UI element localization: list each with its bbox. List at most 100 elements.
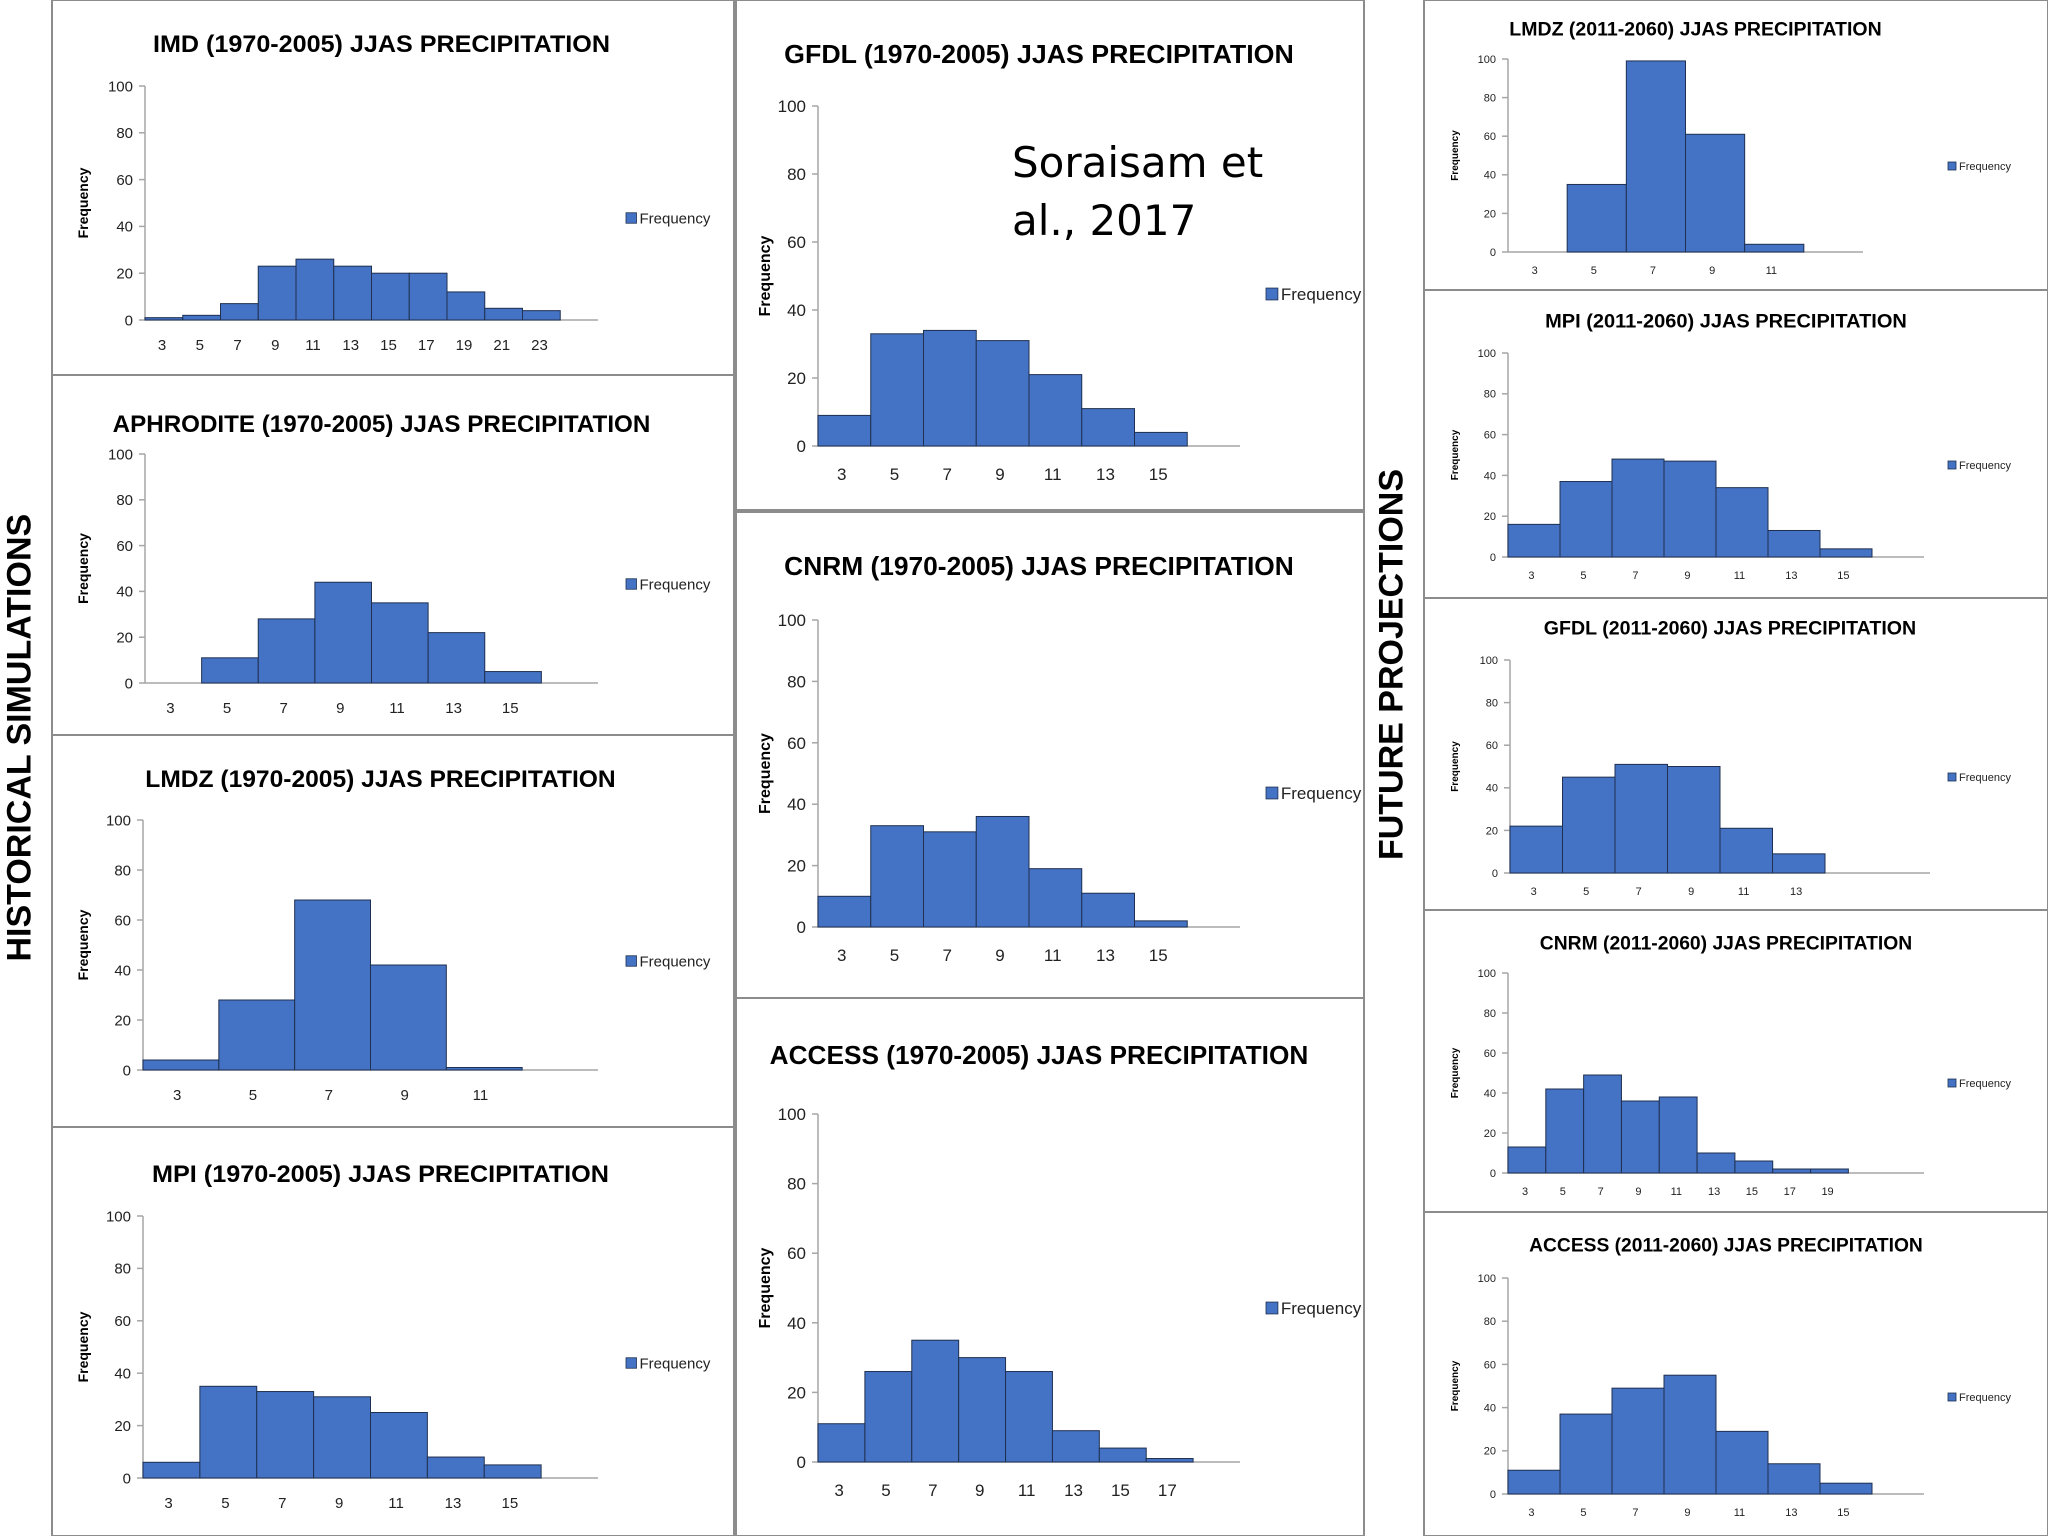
chart-title: ACCESS (1970-2005) JJAS PRECIPITATION [770, 1040, 1309, 1070]
y-axis-label: Frequency [1450, 741, 1461, 792]
y-tick-label: 100 [106, 812, 131, 829]
bar [1611, 1387, 1665, 1495]
bar [1028, 374, 1083, 447]
y-axis-label: Frequency [757, 235, 774, 316]
bar [1545, 1088, 1585, 1174]
bar [371, 272, 410, 321]
y-tick-label: 20 [114, 1012, 131, 1029]
x-tick-label: 9 [1684, 1507, 1690, 1519]
bar [1819, 1482, 1873, 1495]
y-tick-label: 40 [114, 962, 131, 979]
y-tick-label: 100 [1478, 348, 1496, 360]
y-tick-label: 60 [787, 734, 806, 753]
y-tick-label: 80 [1484, 1008, 1496, 1020]
x-tick-label: 13 [1708, 1186, 1720, 1198]
y-axis-label: Frequency [1450, 130, 1461, 181]
y-tick-label: 0 [797, 437, 806, 456]
legend-swatch [1947, 460, 1957, 470]
x-tick-label: 3 [1528, 1507, 1534, 1519]
bar [923, 831, 977, 928]
y-tick-label: 80 [787, 672, 806, 691]
x-tick-label: 19 [456, 337, 473, 354]
legend-swatch [625, 1357, 637, 1369]
x-tick-label: 7 [278, 1495, 286, 1512]
y-tick-label: 80 [114, 1261, 131, 1278]
bar [958, 1357, 1007, 1463]
bar [1562, 776, 1616, 874]
bar [1620, 1100, 1660, 1174]
chart-title: GFDL (1970-2005) JJAS PRECIPITATION [784, 39, 1294, 69]
bar [1719, 827, 1773, 874]
x-tick-label: 3 [158, 337, 166, 354]
bar [295, 258, 335, 321]
bar [1081, 892, 1135, 928]
y-tick-label: 0 [1490, 1168, 1496, 1180]
y-tick-label: 40 [1486, 783, 1498, 795]
legend-label: Frequency [1959, 161, 2011, 173]
x-tick-label: 5 [1580, 570, 1586, 582]
y-tick-label: 100 [1480, 655, 1498, 667]
bar [220, 303, 259, 321]
bar [1696, 1152, 1736, 1174]
x-tick-label: 3 [173, 1087, 181, 1104]
y-tick-label: 60 [114, 912, 131, 929]
y-tick-label: 60 [1484, 1359, 1496, 1371]
x-tick-label: 15 [1111, 1481, 1130, 1500]
x-tick-label: 3 [1522, 1186, 1528, 1198]
bar [975, 340, 1030, 447]
y-tick-label: 100 [1478, 968, 1496, 980]
legend-swatch [1947, 772, 1957, 782]
y-tick-label: 60 [1484, 1048, 1496, 1060]
y-tick-label: 80 [1484, 389, 1496, 401]
legend-swatch [625, 212, 637, 224]
y-tick-label: 60 [116, 538, 133, 555]
chart-panel: APHRODITE (1970-2005) JJAS PRECIPITATION… [51, 374, 735, 736]
bar [1767, 529, 1821, 558]
bar [1559, 481, 1613, 558]
x-tick-label: 9 [1688, 886, 1694, 898]
y-tick-label: 40 [1484, 170, 1496, 182]
y-tick-label: 20 [1484, 1446, 1496, 1458]
y-tick-label: 40 [787, 1314, 806, 1333]
x-tick-label: 5 [1591, 265, 1597, 277]
x-tick-label: 7 [1598, 1186, 1604, 1198]
bar [199, 1385, 258, 1479]
chart-title: LMDZ (2011-2060) JJAS PRECIPITATION [1509, 20, 1881, 41]
bar [1772, 853, 1826, 874]
bar [1810, 1168, 1849, 1174]
y-tick-label: 0 [797, 918, 806, 937]
citation-line-1: Soraisam et [1012, 138, 1264, 187]
x-tick-label: 7 [1632, 570, 1638, 582]
chart-panel: LMDZ (2011-2060) JJAS PRECIPITATION 0 20 40… [1423, 0, 2048, 291]
x-tick-label: 9 [271, 337, 279, 354]
bar [1134, 920, 1188, 928]
y-tick-label: 80 [116, 125, 133, 142]
x-tick-label: 11 [1734, 1507, 1745, 1519]
bar [446, 291, 486, 321]
bar [1134, 431, 1188, 447]
bar [144, 317, 184, 321]
y-tick-label: 80 [1484, 1316, 1496, 1328]
y-tick-label: 100 [106, 1208, 131, 1225]
y-tick-label: 40 [1484, 470, 1496, 482]
x-tick-label: 11 [1018, 1481, 1036, 1500]
y-tick-label: 100 [1478, 54, 1496, 66]
x-tick-label: 5 [890, 946, 899, 965]
x-tick-label: 5 [1583, 886, 1589, 898]
y-tick-label: 20 [114, 1418, 131, 1435]
legend-swatch [1265, 1301, 1279, 1315]
y-axis-label: Frequency [1450, 1047, 1461, 1098]
bar [1767, 1463, 1821, 1495]
y-axis-label: Frequency [1450, 1360, 1461, 1411]
bar [218, 999, 296, 1071]
x-tick-label: 9 [1684, 570, 1690, 582]
legend-label: Frequency [640, 953, 711, 970]
x-tick-label: 3 [1528, 570, 1534, 582]
bar [1614, 763, 1668, 874]
x-tick-label: 13 [342, 337, 359, 354]
y-tick-label: 20 [1486, 825, 1498, 837]
legend-label: Frequency [640, 576, 711, 593]
legend-label: Frequency [1959, 1392, 2011, 1404]
chart-panel: ACCESS (1970-2005) JJAS PRECIPITATION 0 20… [735, 997, 1365, 1536]
legend-label: Frequency [640, 210, 711, 227]
